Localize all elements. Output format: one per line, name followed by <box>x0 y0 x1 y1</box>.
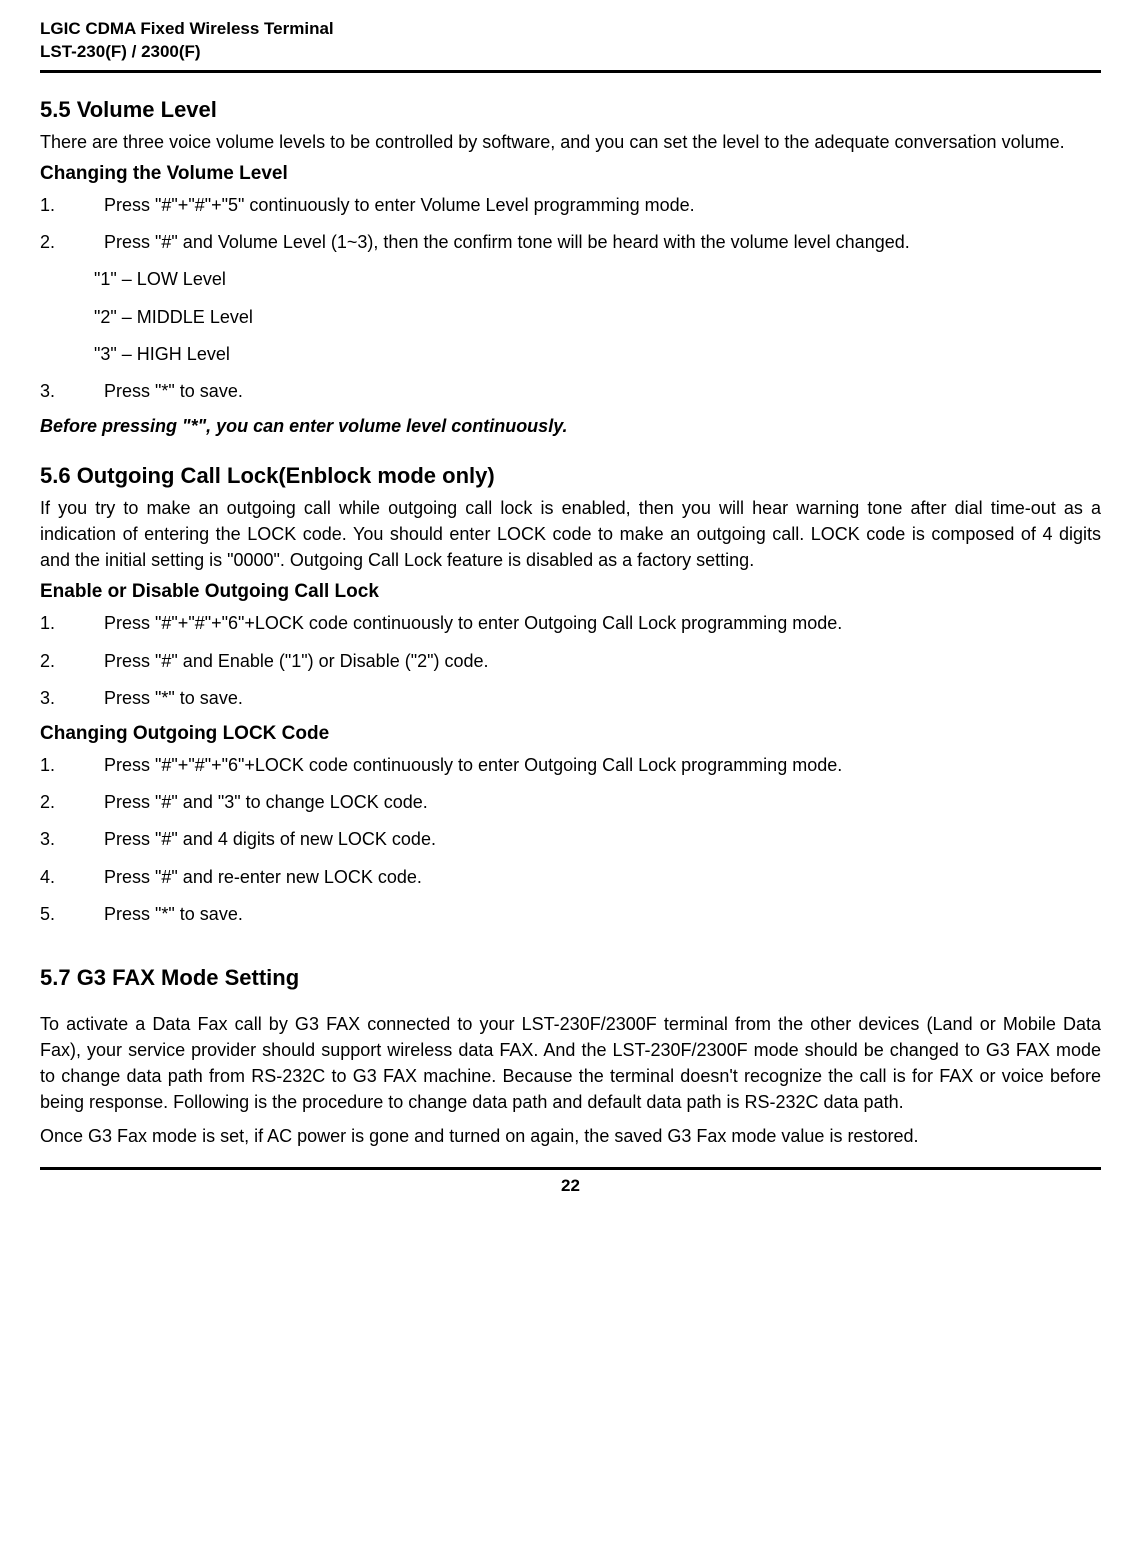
list-text: Press "#" and re-enter new LOCK code. <box>104 865 1101 890</box>
list-text: Press "#"+"#"+"6"+LOCK code continuously… <box>104 611 1101 636</box>
list-item: 2. Press "#" and Enable ("1") or Disable… <box>40 649 1101 674</box>
list-number: 1. <box>40 193 104 218</box>
list-number: 1. <box>40 611 104 636</box>
list-item: 3. Press "*" to save. <box>40 379 1101 404</box>
header-title-2: LST-230(F) / 2300(F) <box>40 41 1101 64</box>
list-text: Press "#" and "3" to change LOCK code. <box>104 790 1101 815</box>
list-number: 2. <box>40 649 104 674</box>
list-text: Press "#" and 4 digits of new LOCK code. <box>104 827 1101 852</box>
page-number: 22 <box>40 1176 1101 1196</box>
list-number: 1. <box>40 753 104 778</box>
footer-rule <box>40 1167 1101 1170</box>
list-number: 3. <box>40 686 104 711</box>
list-text: Press "*" to save. <box>104 379 1101 404</box>
level-line: "1" – LOW Level <box>40 267 1101 292</box>
list-text: Press "*" to save. <box>104 902 1101 927</box>
list-number: 5. <box>40 902 104 927</box>
list-item: 5. Press "*" to save. <box>40 902 1101 927</box>
document-header: LGIC CDMA Fixed Wireless Terminal LST-23… <box>40 18 1101 64</box>
section-5-7-heading: 5.7 G3 FAX Mode Setting <box>40 965 1101 991</box>
list-text: Press "#" and Enable ("1") or Disable ("… <box>104 649 1101 674</box>
list-text: Press "*" to save. <box>104 686 1101 711</box>
list-text: Press "#"+"#"+"6"+LOCK code continuously… <box>104 753 1101 778</box>
section-5-5-heading: 5.5 Volume Level <box>40 97 1101 123</box>
list-number: 3. <box>40 827 104 852</box>
section-5-6-intro: If you try to make an outgoing call whil… <box>40 495 1101 573</box>
list-number: 3. <box>40 379 104 404</box>
section-5-7-para2: Once G3 Fax mode is set, if AC power is … <box>40 1123 1101 1149</box>
list-number: 4. <box>40 865 104 890</box>
list-item: 2. Press "#" and "3" to change LOCK code… <box>40 790 1101 815</box>
header-rule <box>40 70 1101 73</box>
section-5-6-sub1: Enable or Disable Outgoing Call Lock <box>40 581 1101 603</box>
section-5-6-heading: 5.6 Outgoing Call Lock(Enblock mode only… <box>40 463 1101 489</box>
section-5-5-note: Before pressing "*", you can enter volum… <box>40 416 1101 437</box>
list-item: 1. Press "#"+"#"+"6"+LOCK code continuou… <box>40 611 1101 636</box>
list-number: 2. <box>40 790 104 815</box>
list-item: 2. Press "#" and Volume Level (1~3), the… <box>40 230 1101 255</box>
level-line: "3" – HIGH Level <box>40 342 1101 367</box>
header-title-1: LGIC CDMA Fixed Wireless Terminal <box>40 18 1101 41</box>
list-item: 1. Press "#"+"#"+"5" continuously to ent… <box>40 193 1101 218</box>
level-line: "2" – MIDDLE Level <box>40 305 1101 330</box>
list-text: Press "#" and Volume Level (1~3), then t… <box>104 230 1101 255</box>
list-item: 3. Press "*" to save. <box>40 686 1101 711</box>
section-5-7-para1: To activate a Data Fax call by G3 FAX co… <box>40 1011 1101 1115</box>
list-item: 3. Press "#" and 4 digits of new LOCK co… <box>40 827 1101 852</box>
list-item: 1. Press "#"+"#"+"6"+LOCK code continuou… <box>40 753 1101 778</box>
section-5-6-sub2: Changing Outgoing LOCK Code <box>40 723 1101 745</box>
list-item: 4. Press "#" and re-enter new LOCK code. <box>40 865 1101 890</box>
list-number: 2. <box>40 230 104 255</box>
section-5-5-intro: There are three voice volume levels to b… <box>40 129 1101 155</box>
section-5-5-subheading: Changing the Volume Level <box>40 163 1101 185</box>
list-text: Press "#"+"#"+"5" continuously to enter … <box>104 193 1101 218</box>
